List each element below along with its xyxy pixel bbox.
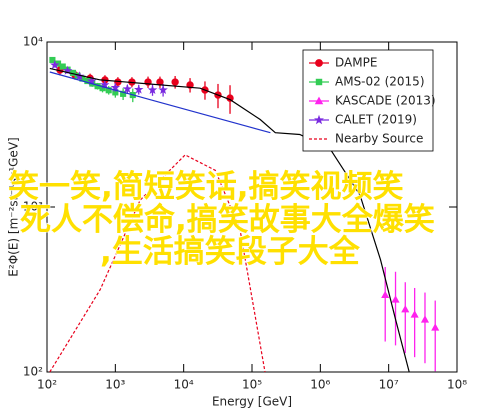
x-tick-label: 10⁶ — [310, 378, 330, 392]
legend-label: CALET (2019) — [335, 113, 417, 127]
marker — [431, 323, 440, 331]
marker — [99, 79, 110, 89]
plot-area: 10² 10³ 10⁴ 10⁵ 10⁶ 10⁷ 10⁸ 10² 10³ 10⁴ — [23, 35, 467, 392]
x-axis-label: Energy [GeV] — [212, 395, 292, 409]
marker — [147, 84, 158, 95]
marker — [122, 83, 133, 93]
marker — [315, 78, 323, 86]
marker — [50, 60, 60, 70]
overlay-caption: ,生活搞笑段子大全 — [100, 234, 361, 270]
legend-label: AMS-02 (2015) — [335, 75, 425, 89]
marker — [120, 90, 127, 97]
marker — [110, 82, 121, 92]
marker — [49, 56, 56, 64]
legend-label: KASCADE (2013) — [335, 94, 436, 108]
y-axis-label: E²Φ(E) [m⁻²sr⁻¹s⁻¹GeV] — [7, 137, 21, 276]
overlay-caption: 笑一笑,简短笑话,搞笑视频笑 — [8, 169, 404, 205]
marker — [86, 76, 97, 86]
marker — [314, 96, 324, 105]
marker — [171, 78, 179, 86]
x-tick-label: 10² — [37, 378, 57, 392]
x-tick-label: 10³ — [105, 378, 125, 392]
marker — [59, 63, 66, 70]
x-tick-label: 10⁷ — [379, 378, 399, 392]
marker — [158, 84, 168, 95]
x-tick-label: 10⁴ — [174, 378, 194, 392]
marker — [133, 84, 144, 94]
legend: DAMPE AMS-02 (2015) KASCADE (2013) CALET (2… — [302, 49, 436, 152]
y-tick-label: 10² — [23, 365, 43, 379]
marker — [186, 81, 194, 89]
curve — [49, 154, 266, 373]
legend-label: DAMPE — [335, 56, 377, 70]
overlay-caption: 死人不偿命,搞笑故事大全爆笑 — [20, 202, 435, 238]
x-tick-label: 10⁵ — [242, 378, 262, 392]
y-tick-label: 10³ — [23, 200, 43, 214]
marker — [315, 59, 323, 67]
x-tick-label: 10⁸ — [447, 378, 467, 392]
marker — [420, 315, 430, 323]
marker — [401, 305, 410, 313]
curve — [49, 67, 410, 373]
curve — [49, 71, 271, 134]
legend-label: Nearby Source — [335, 132, 423, 146]
marker — [381, 290, 390, 299]
marker — [314, 114, 324, 125]
marker — [391, 295, 400, 303]
y-tick-label: 10⁴ — [23, 35, 43, 49]
marker — [410, 310, 419, 318]
